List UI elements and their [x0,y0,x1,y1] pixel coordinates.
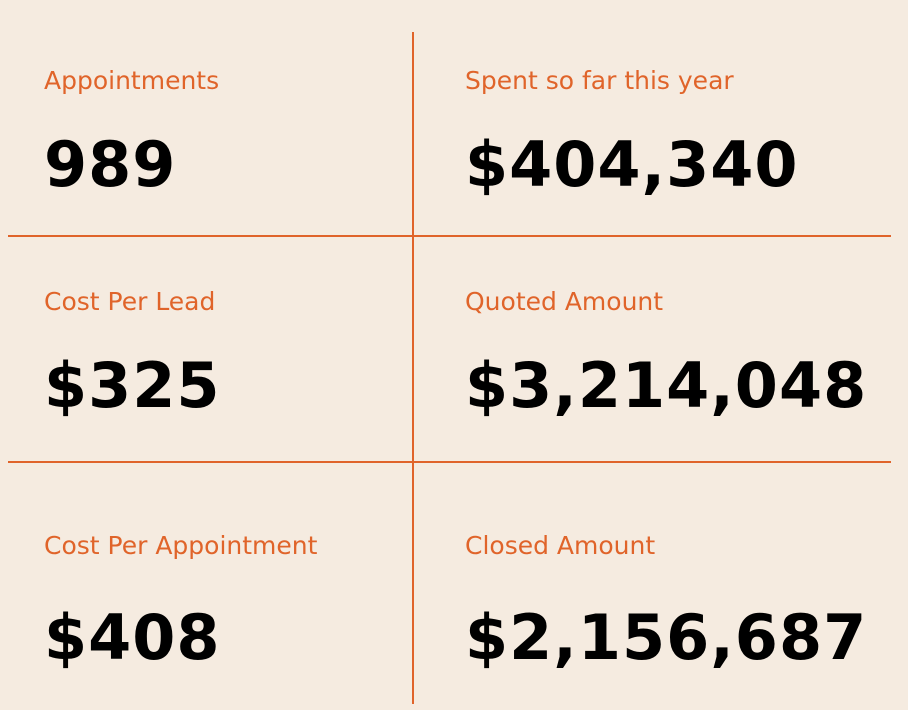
metric-label: Quoted Amount [465,287,664,316]
metric-value: 989 [44,128,177,201]
metric-label: Cost Per Appointment [44,531,318,560]
metric-value: $2,156,687 [465,601,868,674]
metric-value: $325 [44,349,221,422]
metric-label: Appointments [44,66,220,95]
horizontal-divider-2 [8,461,891,463]
metric-label: Spent so far this year [465,66,734,95]
metric-value: $404,340 [465,128,799,201]
metric-value: $3,214,048 [465,349,868,422]
horizontal-divider-1 [8,235,891,237]
metric-value: $408 [44,601,221,674]
metric-label: Cost Per Lead [44,287,216,316]
metric-label: Closed Amount [465,531,656,560]
vertical-divider [412,32,414,704]
